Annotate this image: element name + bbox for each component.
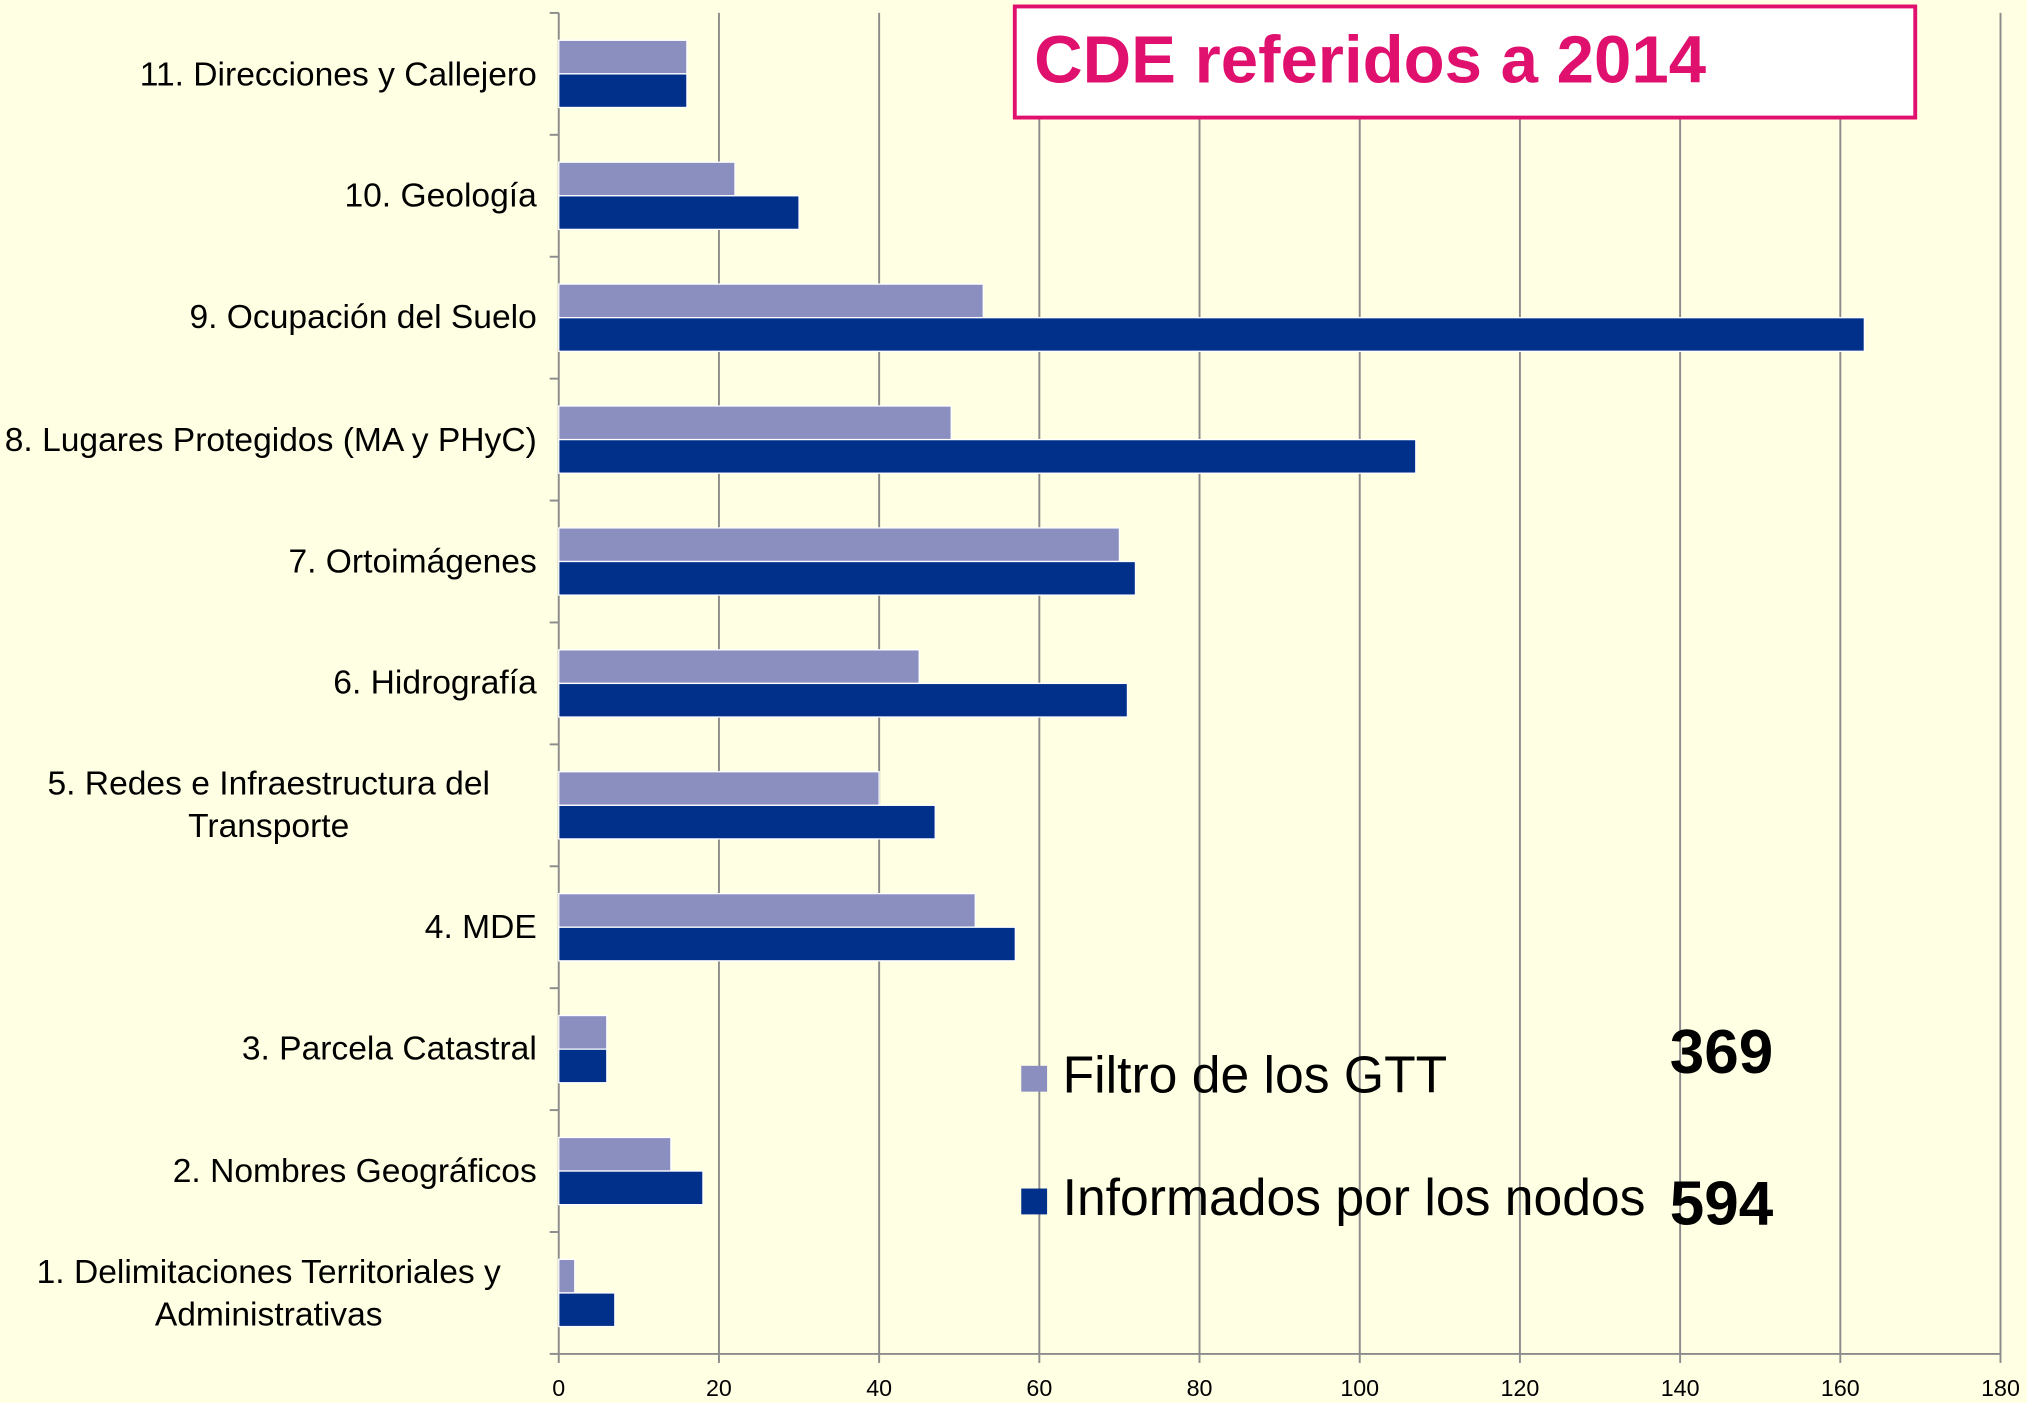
- bar: [558, 527, 1121, 563]
- y-tick-label: 8. Lugares Protegidos (MA y PHyC): [4, 419, 537, 459]
- legend-label: Filtro de los GTT: [1063, 1045, 1448, 1103]
- y-tick-label-box: 9. Ocupación del Suelo: [1, 257, 537, 378]
- bar: [558, 771, 880, 806]
- y-tick-label: 10. Geología: [344, 175, 537, 215]
- bar: [558, 317, 1865, 352]
- y-tick-label: 2. Nombres Geográficos: [172, 1150, 537, 1190]
- y-tick-label-wrap: 8. Lugares Protegidos (MA y PHyC): [1, 379, 537, 500]
- bar: [558, 892, 976, 928]
- bar: [558, 73, 688, 109]
- y-tick-label: 3. Parcela Catastral: [241, 1028, 537, 1068]
- y-tick-label: 5. Redes e Infraestructura del Transport…: [47, 763, 490, 846]
- bar: [558, 560, 1137, 596]
- chart-title: CDE referidos a 2014: [1034, 22, 1706, 97]
- y-tick-label-wrap: 7. Ortoimágenes: [1, 501, 537, 622]
- bar: [558, 1292, 616, 1328]
- y-tick-label: 4. MDE: [424, 906, 537, 946]
- y-tick-label-box: 8. Lugares Protegidos (MA y PHyC): [1, 379, 537, 500]
- bar: [558, 926, 1016, 962]
- bar: [558, 1048, 608, 1084]
- y-tick-label-wrap: 6. Hidrografía: [1, 622, 537, 743]
- y-tick-label-wrap: 10. Geología: [1, 135, 537, 256]
- bar: [558, 405, 952, 441]
- x-tick-label: 0: [552, 1375, 565, 1401]
- y-tick-label: 1. Delimitaciones Territoriales y Admini…: [36, 1251, 501, 1333]
- y-tick-label-box: 3. Parcela Catastral: [1, 988, 537, 1109]
- y-tick-label-box: 6. Hidrografía: [1, 622, 537, 743]
- bar: [558, 283, 984, 319]
- y-tick-label-box: 2. Nombres Geográficos: [1, 1110, 537, 1231]
- annotation: 594: [1670, 1169, 1774, 1238]
- title-box: [1012, 4, 1918, 120]
- y-tick-label-box: 7. Ortoimágenes: [1, 501, 537, 622]
- y-tick-label-wrap: 4. MDE: [1, 866, 537, 987]
- bar: [558, 161, 736, 197]
- x-tick-label: 160: [1821, 1375, 1860, 1401]
- y-tick-label-wrap: 11. Direcciones y Callejero: [1, 13, 537, 134]
- y-tick-label-wrap: 3. Parcela Catastral: [1, 988, 537, 1109]
- bar: [558, 1014, 608, 1050]
- bar: [558, 804, 936, 840]
- bar: [558, 438, 1417, 474]
- y-tick-label-box: 1. Delimitaciones Territoriales y Admini…: [1, 1232, 537, 1353]
- y-tick-label-wrap: 2. Nombres Geográficos: [1, 1110, 537, 1231]
- x-tick-label: 40: [866, 1375, 892, 1401]
- y-tick-label-box: 4. MDE: [1, 866, 537, 987]
- annotation: 369: [1670, 1018, 1773, 1087]
- y-tick-label-wrap: 9. Ocupación del Suelo: [1, 257, 537, 378]
- legend-swatch: [1021, 1188, 1048, 1215]
- bar: [558, 195, 800, 231]
- bar: [558, 1136, 672, 1172]
- x-tick-label: 140: [1661, 1375, 1700, 1401]
- x-tick-label: 80: [1187, 1375, 1213, 1401]
- bar: [558, 1258, 576, 1294]
- legend-swatch: [1021, 1065, 1048, 1092]
- bar: [558, 1170, 704, 1206]
- legend-label: Informados por los nodos: [1063, 1168, 1646, 1226]
- x-tick-label: 100: [1340, 1375, 1379, 1401]
- y-tick-label: 11. Direcciones y Callejero: [139, 53, 537, 93]
- y-tick-label: 7. Ortoimágenes: [288, 541, 537, 581]
- bar: [558, 682, 1129, 718]
- x-tick-label: 20: [706, 1375, 732, 1401]
- y-tick-label-box: 10. Geología: [1, 135, 537, 256]
- y-tick-label-box: 5. Redes e Infraestructura del Transport…: [1, 744, 537, 865]
- y-tick-label: 6. Hidrografía: [333, 663, 537, 702]
- bar: [558, 649, 920, 685]
- y-tick-label-box: 11. Direcciones y Callejero: [1, 13, 537, 134]
- y-tick-label-wrap: 5. Redes e Infraestructura del Transport…: [1, 744, 537, 865]
- x-tick-label: 120: [1501, 1375, 1540, 1401]
- x-tick-label: 180: [1981, 1375, 2020, 1401]
- bar: [558, 39, 688, 75]
- y-tick-label: 9. Ocupación del Suelo: [189, 297, 537, 337]
- x-tick-label: 60: [1026, 1375, 1052, 1401]
- y-tick-label-wrap: 1. Delimitaciones Territoriales y Admini…: [1, 1232, 537, 1353]
